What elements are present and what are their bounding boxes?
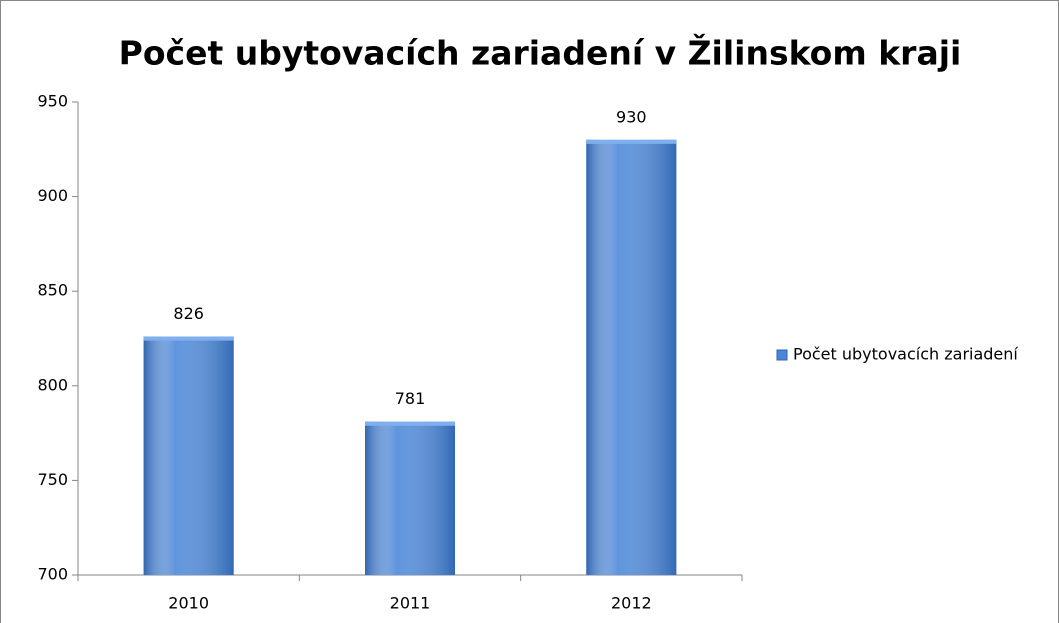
data-label: 930 (616, 107, 647, 126)
y-tick-label: 800 (37, 375, 68, 394)
y-tick-label: 950 (37, 92, 68, 111)
y-tick-label: 700 (37, 565, 68, 584)
y-tick-label: 750 (37, 470, 68, 489)
bar (586, 139, 677, 575)
y-tick-label: 900 (37, 186, 68, 205)
bar (143, 336, 234, 575)
x-tick-label: 2010 (168, 594, 209, 613)
data-label: 826 (173, 304, 204, 323)
legend-label: Počet ubytovacích zariadení (793, 345, 1018, 364)
y-tick-label: 850 (37, 281, 68, 300)
bar (365, 421, 455, 575)
x-tick-label: 2012 (611, 594, 652, 613)
chart-title: Počet ubytovacích zariadení v Žilinskom … (119, 33, 962, 73)
data-label: 781 (395, 389, 426, 408)
legend-marker (776, 349, 788, 361)
x-tick-label: 2011 (390, 594, 431, 613)
